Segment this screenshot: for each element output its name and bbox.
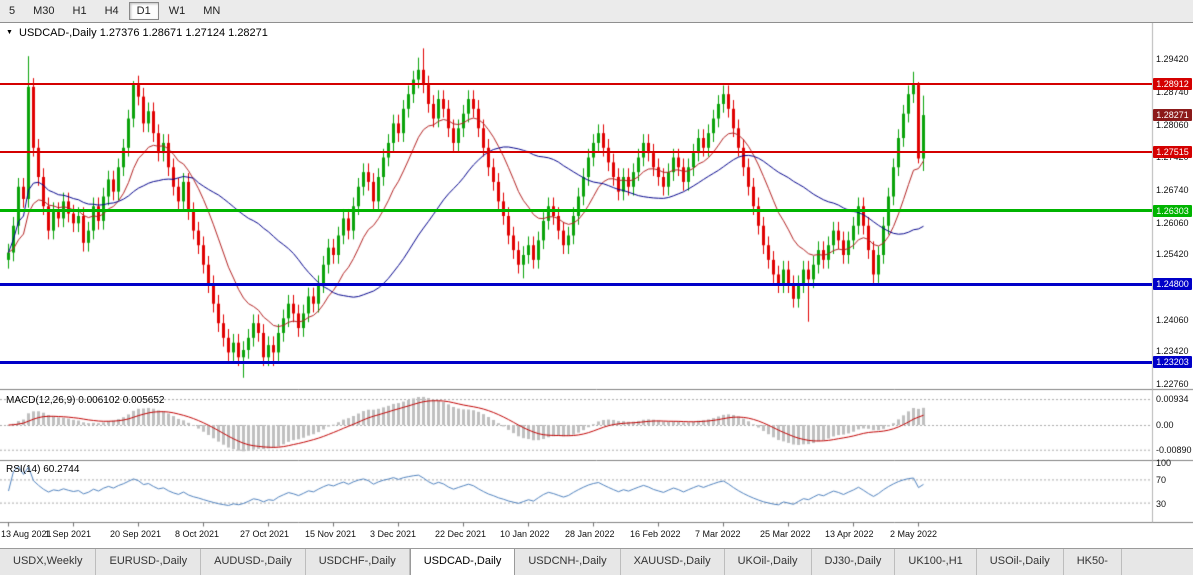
rsi-axis-label: 30 xyxy=(1156,498,1167,509)
timeframe-button-m30[interactable]: M30 xyxy=(33,5,55,17)
chart-title: ▼ USDCAD-,Daily 1.27376 1.28671 1.27124 … xyxy=(6,27,268,39)
price-axis-label: 1.28740 xyxy=(1156,87,1189,98)
date-axis-label: 13 Apr 2022 xyxy=(825,529,874,539)
chart-tabs-bar: USDX,Weekly EURUSD-,Daily AUDUSD-,Daily USD… xyxy=(0,548,1193,575)
chart-tab-ukoil-daily[interactable]: UKOil-,Daily xyxy=(724,549,812,575)
price-axis-label: 1.26060 xyxy=(1156,217,1189,228)
date-axis-label: 20 Sep 2021 xyxy=(110,529,162,539)
price-level-badge: 1.27515 xyxy=(1153,145,1192,158)
chart-tab-usdchf-daily[interactable]: USDCHF-,Daily xyxy=(305,549,410,575)
price-level-line-support[interactable] xyxy=(0,209,1152,213)
chart-tab-dj30-daily[interactable]: DJ30-,Daily xyxy=(811,549,896,575)
macd-axis-label: -0.00890 xyxy=(1156,444,1192,455)
date-axis-label: 15 Nov 2021 xyxy=(305,529,357,539)
current-price-badge: 1.28271 xyxy=(1153,109,1192,122)
price-level-line-resistance[interactable] xyxy=(0,150,1152,153)
chart-tab-eurusd-daily[interactable]: EURUSD-,Daily xyxy=(96,549,202,575)
price-axis-label: 1.22760 xyxy=(1156,378,1189,389)
macd-axis-label: 0.00934 xyxy=(1156,394,1189,405)
macd-indicator-title: MACD(12,26,9) 0.006102 0.005652 xyxy=(6,395,165,406)
price-level-line-support[interactable] xyxy=(0,282,1152,286)
price-level-badge: 1.26303 xyxy=(1153,204,1192,217)
timeframe-button-w1[interactable]: W1 xyxy=(168,5,186,17)
rsi-axis-label: 100 xyxy=(1156,458,1172,468)
rsi-axis-label: 70 xyxy=(1156,475,1167,486)
price-axis-label: 1.28060 xyxy=(1156,120,1189,131)
date-axis-label: 7 Mar 2022 xyxy=(695,529,741,539)
date-axis-label: 13 Aug 2021 xyxy=(1,529,52,539)
date-axis-label: 25 Mar 2022 xyxy=(760,529,811,539)
date-axis-label: 3 Dec 2021 xyxy=(370,529,417,539)
timeframe-button-h4[interactable]: H4 xyxy=(104,5,119,17)
price-axis-label: 1.24060 xyxy=(1156,315,1189,326)
chart-tab-usdcnh-daily[interactable]: USDCNH-,Daily xyxy=(515,549,621,575)
timeframe-button-mn[interactable]: MN xyxy=(203,5,221,17)
price-axis-label: 1.23420 xyxy=(1156,346,1189,357)
chart-window: ▼ USDCAD-,Daily 1.27376 1.28671 1.27124 … xyxy=(0,23,1193,548)
price-level-badge: 1.23203 xyxy=(1153,356,1192,369)
chart-tab-xauusd-daily[interactable]: XAUUSD-,Daily xyxy=(620,549,725,575)
chart-tab-usdcad-daily[interactable]: USDCAD-,Daily xyxy=(409,549,516,575)
price-axis-label: 1.26740 xyxy=(1156,184,1189,195)
date-axis-label: 16 Feb 2022 xyxy=(630,529,681,539)
chart-tab-audusd-daily[interactable]: AUDUSD-,Daily xyxy=(201,549,306,575)
price-axis-label: 1.29420 xyxy=(1156,54,1189,65)
timeframe-toolbar: 5 M30 H1 H4 D1 W1 MN xyxy=(0,0,1193,23)
price-level-line-support[interactable] xyxy=(0,360,1152,364)
date-axis-label: 8 Oct 2021 xyxy=(175,529,220,539)
rsi-indicator-title: RSI(14) 60.2744 xyxy=(6,464,80,475)
price-level-line-resistance[interactable] xyxy=(0,82,1152,85)
date-axis-label: 2 May 2022 xyxy=(890,529,938,539)
chart-tab-usoil-daily[interactable]: USOil-,Daily xyxy=(976,549,1064,575)
timeframe-button-d1[interactable]: D1 xyxy=(128,2,159,20)
macd-axis-label: 0.00 xyxy=(1156,420,1174,430)
chart-tab-uk100-h1[interactable]: UK100-,H1 xyxy=(895,549,977,575)
date-axis-label: 1 Sep 2021 xyxy=(45,529,92,539)
chart-dropdown-icon[interactable]: ▼ xyxy=(6,29,13,36)
price-axis-label: 1.25420 xyxy=(1156,249,1189,259)
timeframe-button-h1[interactable]: H1 xyxy=(72,5,87,17)
chart-ohlc-values: 1.27376 1.28671 1.27124 1.28271 xyxy=(99,27,268,39)
date-axis-label: 22 Dec 2021 xyxy=(435,529,487,539)
chart-tab-usdx-weekly[interactable]: USDX,Weekly xyxy=(0,549,97,575)
price-level-badge: 1.24800 xyxy=(1153,278,1192,291)
chart-tab-hk50-[interactable]: HK50- xyxy=(1063,549,1122,575)
chart-symbol-label: USDCAD-,Daily xyxy=(19,27,97,39)
price-level-badge: 1.28912 xyxy=(1153,77,1192,90)
date-axis-label: 10 Jan 2022 xyxy=(500,529,550,539)
date-axis-label: 27 Oct 2021 xyxy=(240,529,290,539)
timeframe-button-5[interactable]: 5 xyxy=(9,5,16,17)
date-axis-label: 28 Jan 2022 xyxy=(565,529,615,539)
